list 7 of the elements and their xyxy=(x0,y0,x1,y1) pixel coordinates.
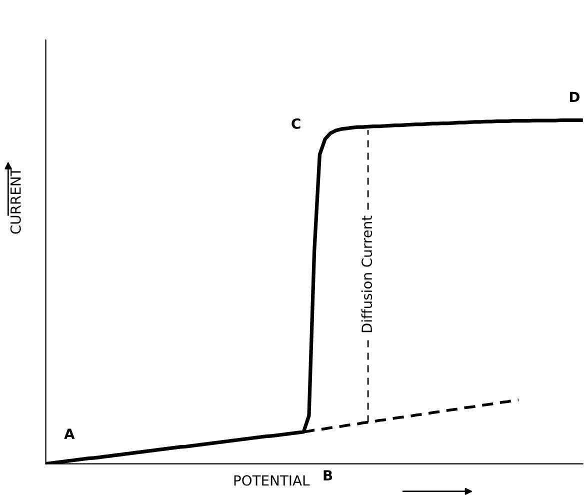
text: B xyxy=(324,470,332,480)
annotation: C xyxy=(292,118,300,129)
annotation: A xyxy=(64,428,75,439)
y-axis-title: CURRENT xyxy=(10,168,21,234)
annotation: Diffusion Current xyxy=(361,216,372,332)
x-axis-title: POTENTIAL xyxy=(234,475,310,486)
text: D xyxy=(570,92,580,102)
